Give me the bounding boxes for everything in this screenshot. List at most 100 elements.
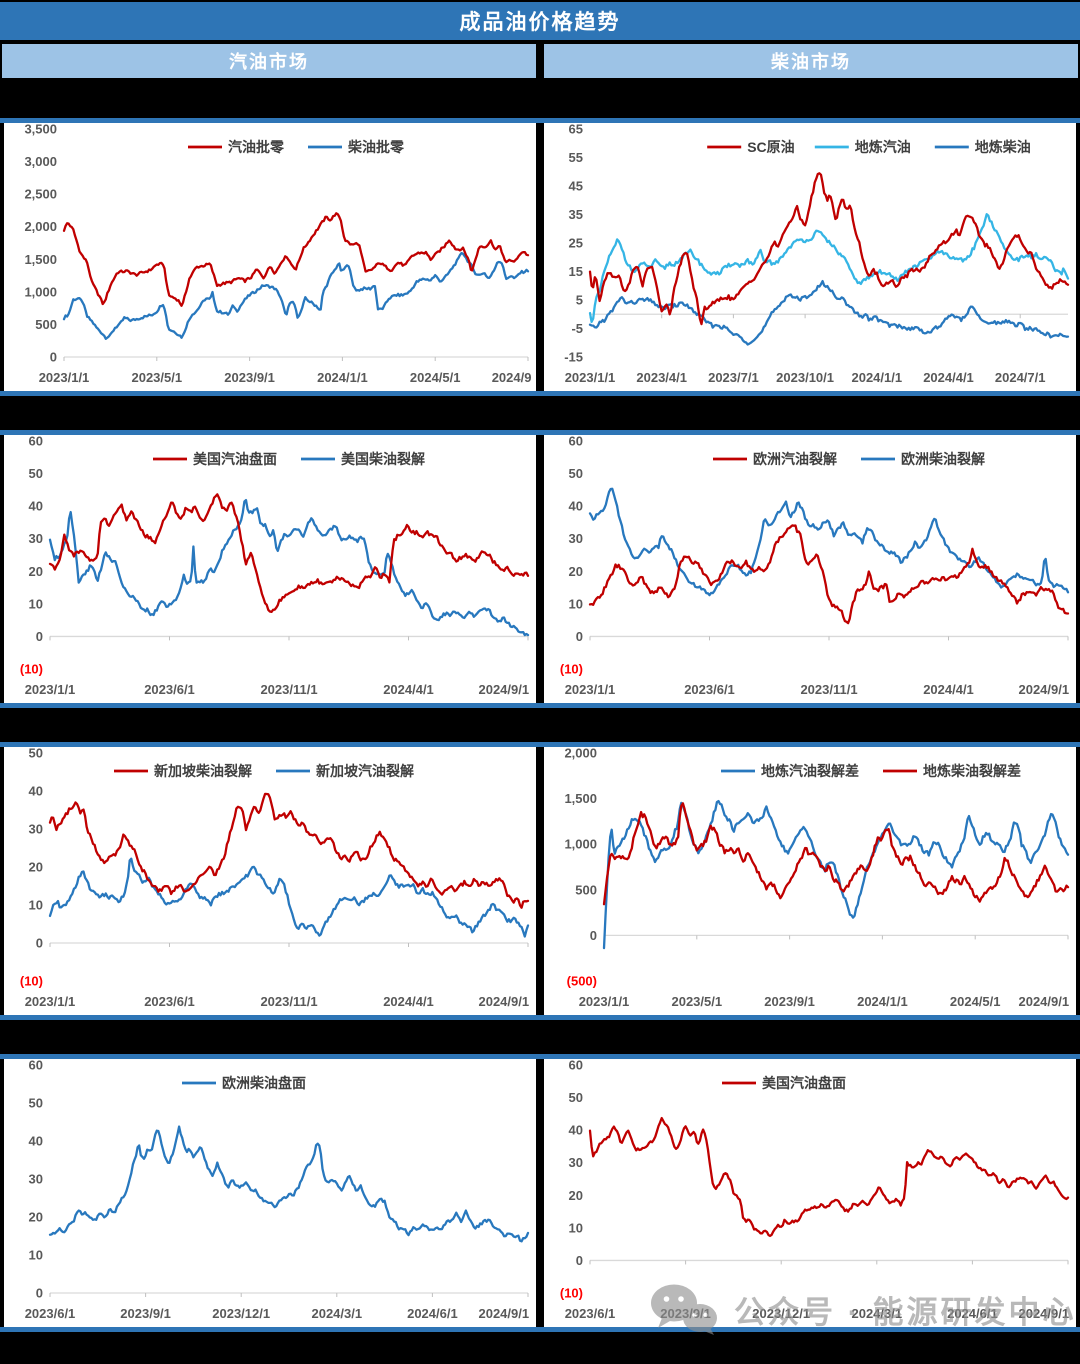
- y-tick-label: 2,000: [24, 219, 57, 234]
- y-tick-label: -5: [571, 321, 583, 336]
- x-tick-label: 2023/9/1: [764, 994, 815, 1009]
- y-tick-label: 500: [575, 882, 597, 897]
- y-tick-label: 0: [50, 350, 57, 365]
- y-tick-label: 5: [576, 293, 583, 308]
- chart-sc-crude-refinery: -15 -5 5 15 25 35 45 55 65 2023/1/1 2023/4/1 2023/7…: [564, 123, 1070, 385]
- y-tick-label: 10: [29, 898, 43, 913]
- y-tick-label: (10): [560, 662, 583, 677]
- x-tick-label: 2023/4/1: [636, 370, 687, 385]
- x-tick-label: 2023/9/1: [120, 1306, 171, 1321]
- chart-cell: 0 500 1,000 1,500 2,000 2,500 3,000 3,500 2023/1…: [4, 123, 536, 391]
- x-tick-label: 2024/9/1: [1018, 1306, 1069, 1321]
- x-tick-label: 2023/1/1: [565, 682, 616, 697]
- x-tick-label: 2024/9/1: [1018, 994, 1069, 1009]
- column-header-gasoline-market: 汽油市场: [2, 44, 536, 78]
- y-tick-label: 15: [569, 264, 583, 279]
- x-tick-label: 2024/9/1: [1018, 682, 1069, 697]
- x-tick-label: 2024/3/1: [851, 1306, 902, 1321]
- x-tick-label: 2023/1/1: [565, 370, 616, 385]
- y-tick-label: 50: [29, 1096, 43, 1111]
- y-tick-label: 65: [569, 123, 583, 137]
- y-tick-label: 20: [569, 1188, 583, 1203]
- column-divider: [536, 435, 544, 703]
- legend-label: SC原油: [747, 139, 794, 155]
- legend-label: 地炼柴油: [975, 139, 1031, 155]
- chart-row-2: (10) 0 10 20 30 40 50 60 2023/1/1 2023/6/1 2023/11…: [0, 430, 1080, 708]
- x-tick-label: 2023/1/1: [25, 994, 76, 1009]
- y-tick-label: 10: [29, 1248, 43, 1263]
- series-line-0: [588, 487, 1070, 597]
- legend-label: 美国汽油盘面: [193, 451, 277, 467]
- chart-cell: (10) 0 10 20 30 40 50 60 2023/1/1 2023/6/1 2023/11…: [544, 435, 1076, 703]
- series-line-1: [48, 493, 530, 614]
- column-divider: [536, 123, 544, 391]
- y-tick-label: 1,500: [24, 252, 57, 267]
- x-tick-label: 2023/5/1: [671, 994, 722, 1009]
- y-tick-label: (10): [20, 662, 43, 677]
- series-line-0: [588, 279, 1070, 346]
- legend-label: 新加坡汽油裂解: [316, 763, 414, 779]
- x-tick-label: 2023/7/1: [708, 370, 759, 385]
- y-tick-label: 0: [36, 1286, 43, 1301]
- x-tick-label: 2023/6/1: [565, 1306, 616, 1321]
- x-tick-label: 2023/1/1: [39, 370, 90, 385]
- y-tick-label: 3,000: [24, 154, 57, 169]
- y-tick-label: 50: [29, 747, 43, 761]
- y-tick-label: 25: [569, 236, 583, 251]
- y-tick-label: 30: [569, 531, 583, 546]
- y-tick-label: 20: [569, 564, 583, 579]
- series-line-1: [588, 524, 1070, 625]
- x-tick-label: 2023/9/1: [224, 370, 275, 385]
- chart-row-4: 0 10 20 30 40 50 60 2023/6/1 2023/9/1 2023/12/1 20…: [0, 1054, 1080, 1332]
- x-tick-label: 2023/6/1: [144, 682, 195, 697]
- x-tick-label: 2023/11/1: [260, 682, 317, 697]
- x-tick-label: 2023/1/1: [579, 994, 630, 1009]
- x-tick-label: 2024/6/1: [407, 1306, 458, 1321]
- y-tick-label: 20: [29, 564, 43, 579]
- chart-gasoline-diesel-wholesale: 0 500 1,000 1,500 2,000 2,500 3,000 3,500 2023/1…: [24, 123, 532, 385]
- chart-europe-diesel-board: 0 10 20 30 40 50 60 2023/6/1 2023/9/1 2023/12/1 20…: [25, 1059, 530, 1321]
- y-tick-label: 35: [569, 207, 583, 222]
- y-tick-label: 40: [569, 499, 583, 514]
- x-tick-label: 2024/9: [492, 370, 532, 385]
- series-line-0: [62, 251, 530, 340]
- y-tick-label: 40: [29, 784, 43, 799]
- y-tick-label: 30: [29, 822, 43, 837]
- x-tick-label: 2024/6/1: [947, 1306, 998, 1321]
- y-tick-label: 50: [569, 1090, 583, 1105]
- x-tick-label: 2024/1/1: [857, 994, 908, 1009]
- x-tick-label: 2024/4/1: [923, 370, 974, 385]
- chart-europe-crack: (10) 0 10 20 30 40 50 60 2023/1/1 2023/6/1 2023/11…: [560, 435, 1070, 697]
- chart-row-3: (10) 0 10 20 30 40 50 2023/1/1 2023/6/1 2023/11/1…: [0, 742, 1080, 1020]
- x-tick-label: 2023/6/1: [684, 682, 735, 697]
- y-tick-label: 500: [35, 317, 57, 332]
- chart-us-gasoline-board: (10) 0 10 20 30 40 50 60 2023/6/1 2023/9/1 2023/12…: [560, 1059, 1070, 1321]
- series-line-0: [588, 1116, 1070, 1238]
- series-line-0: [48, 1125, 530, 1243]
- y-tick-label: 60: [29, 435, 43, 449]
- y-tick-label: 10: [29, 596, 43, 611]
- series-line-0: [48, 857, 530, 938]
- y-tick-label: 30: [29, 531, 43, 546]
- chart-cell: 0 10 20 30 40 50 60 2023/6/1 2023/9/1 2023/12/1 20…: [4, 1059, 536, 1327]
- y-tick-label: 45: [569, 179, 583, 194]
- x-tick-label: 2023/11/1: [260, 994, 317, 1009]
- y-tick-label: 2,500: [24, 187, 57, 202]
- column-divider: [536, 44, 544, 78]
- x-tick-label: 2024/9/1: [478, 994, 529, 1009]
- column-header-diesel-market: 柴油市场: [544, 44, 1078, 78]
- legend-label: 美国汽油盘面: [762, 1075, 846, 1091]
- y-tick-label: 50: [29, 466, 43, 481]
- y-tick-label: (10): [20, 974, 43, 989]
- y-tick-label: 1,000: [24, 284, 57, 299]
- column-divider: [536, 747, 544, 1015]
- y-tick-label: 55: [569, 150, 583, 165]
- y-tick-label: 30: [569, 1155, 583, 1170]
- y-tick-label: 50: [569, 466, 583, 481]
- chart-cell: -15 -5 5 15 25 35 45 55 65 2023/1/1 2023/4/1 2023/7…: [544, 123, 1076, 391]
- y-tick-label: -15: [564, 350, 583, 365]
- x-tick-label: 2023/11/1: [800, 682, 857, 697]
- column-divider: [536, 1059, 544, 1327]
- y-tick-label: 2,000: [564, 747, 597, 761]
